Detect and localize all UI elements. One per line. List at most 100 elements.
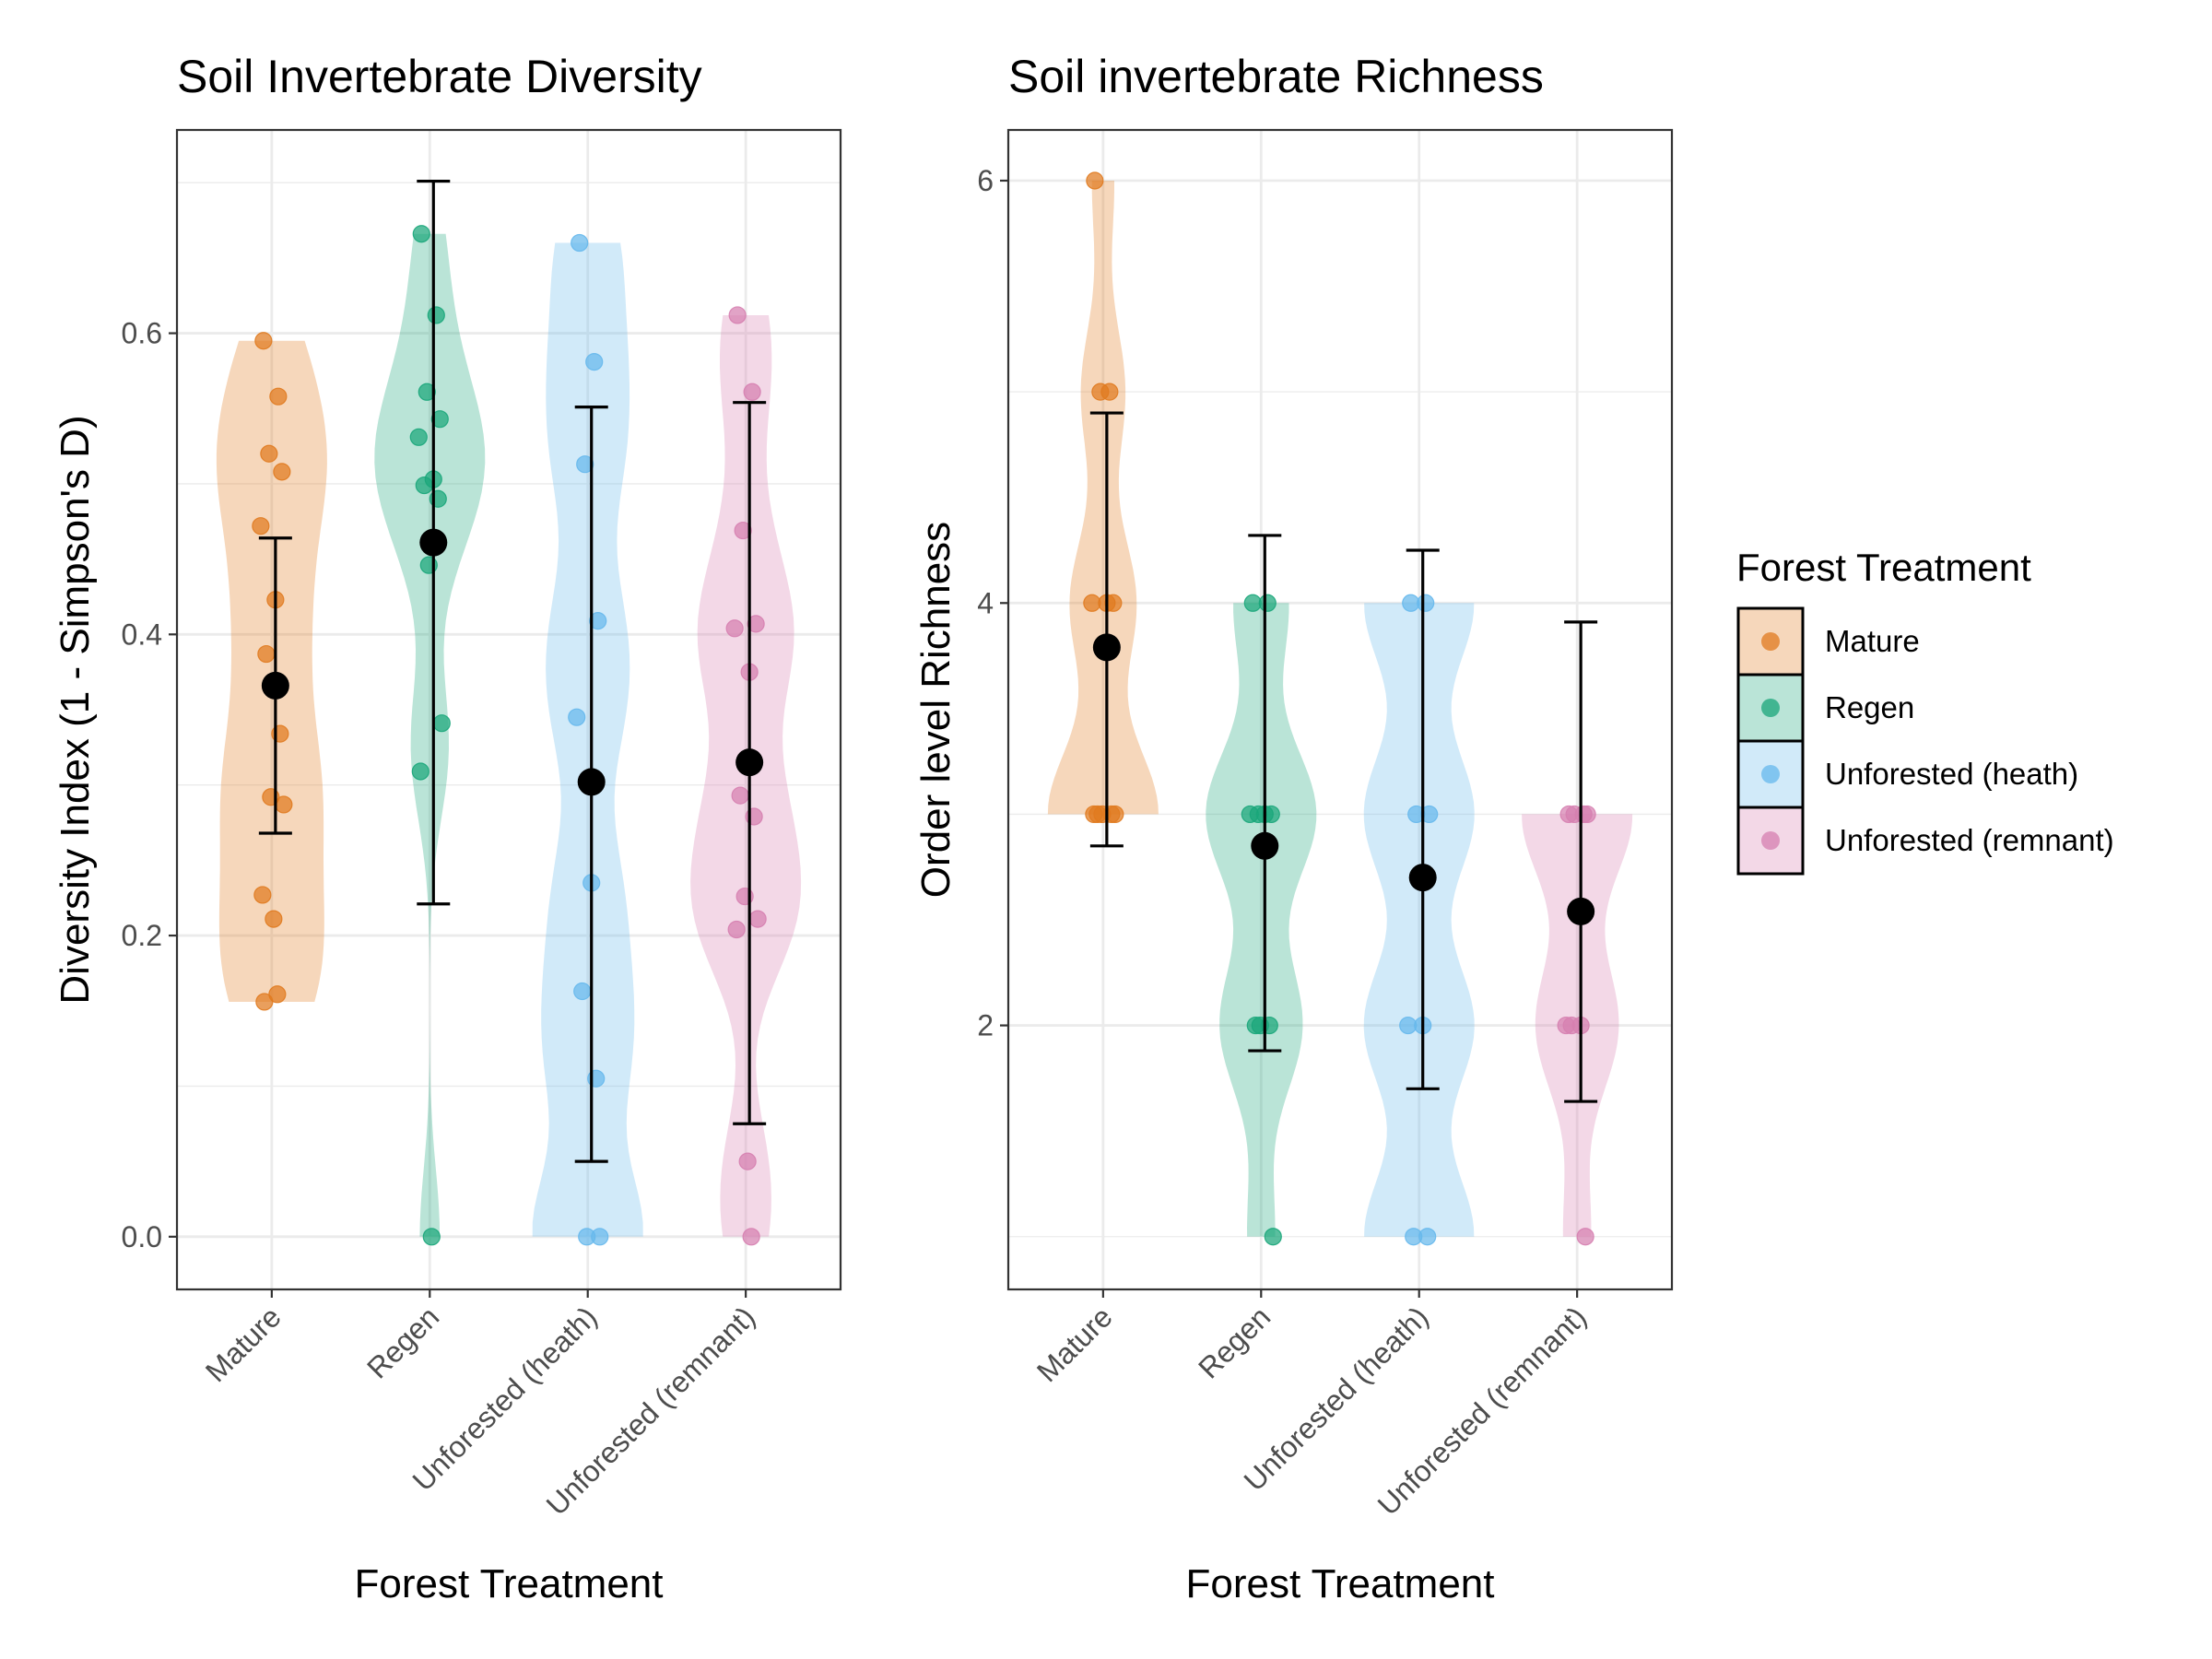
diversity-point-regen	[422, 1228, 441, 1246]
diversity-point-unforested-remnant	[727, 920, 746, 939]
richness-y-axis-title: Order level Richness	[913, 522, 959, 898]
diversity-point-mature	[273, 463, 291, 481]
richness-point-mature	[1086, 171, 1104, 190]
diversity-point-unforested-remnant	[748, 910, 767, 928]
legend-label-regen: Regen	[1825, 690, 1914, 724]
diversity-point-regen	[409, 428, 428, 446]
diversity-point-unforested-remnant	[731, 786, 749, 805]
legend-key-point-regen	[1761, 699, 1780, 717]
diversity-panel-border	[175, 128, 842, 1291]
diversity-violin-mature	[216, 340, 327, 1002]
diversity-point-mature	[254, 332, 273, 350]
diversity-point-unforested-remnant	[738, 1152, 757, 1171]
richness-point-regen	[1241, 805, 1259, 824]
richness-errorbar-mature	[1089, 411, 1124, 848]
richness-y-tick-label: 4	[977, 586, 994, 619]
diversity-point-unforested-heath	[573, 982, 592, 1001]
richness-point-mature	[1085, 805, 1103, 824]
richness-point-unforested-heath	[1420, 805, 1439, 824]
richness-errorbar-unforested-remnant	[1564, 620, 1598, 1103]
diversity-point-unforested-heath	[591, 1228, 609, 1246]
richness-errorbars	[1089, 411, 1598, 1103]
diversity-point-unforested-remnant	[725, 619, 744, 638]
legend: Forest Treatment Mature Regen Unforested (…	[1736, 546, 2114, 876]
diversity-y-tick-label: 0.4	[122, 618, 162, 651]
diversity-means	[261, 528, 764, 796]
richness-violin-unforested-heath	[1363, 603, 1475, 1237]
richness-violin-mature	[1047, 181, 1159, 815]
diversity-point-mature	[260, 444, 278, 463]
diversity-point-unforested-remnant	[747, 615, 765, 633]
diversity-point-unforested-remnant	[742, 1228, 760, 1246]
richness-point-unforested-heath	[1399, 1016, 1418, 1035]
richness-point-unforested-remnant	[1576, 1228, 1594, 1246]
richness-y-tick-label: 2	[977, 1009, 994, 1042]
diversity-y-tick-label: 0.0	[122, 1220, 162, 1253]
diversity-mean-mature	[261, 671, 289, 700]
richness-mean-regen	[1251, 831, 1279, 860]
legend-key-point-unforested-remnant	[1761, 831, 1780, 850]
legend-item-unforested-heath: Unforested (heath)	[1736, 739, 2078, 809]
legend-title: Forest Treatment	[1736, 546, 2031, 589]
diversity-point-unforested-heath	[571, 233, 589, 253]
diversity-point-mature	[269, 387, 288, 406]
diversity-y-tick-label: 0.2	[122, 919, 162, 952]
diversity-point-regen	[418, 382, 436, 401]
diversity-points	[252, 225, 767, 1246]
diversity-violin-unforested-heath	[532, 242, 643, 1237]
diversity-point-mature	[265, 910, 283, 928]
richness-panel-border	[1006, 128, 1674, 1291]
diversity-point-unforested-remnant	[728, 306, 747, 324]
diversity-violins	[216, 233, 802, 1237]
diversity-point-unforested-remnant	[734, 521, 752, 540]
diversity-violin-unforested-remnant	[690, 315, 802, 1237]
legend-item-mature: Mature	[1736, 606, 1920, 677]
richness-errorbar-unforested-heath	[1406, 548, 1440, 1090]
richness-point-mature	[1083, 594, 1101, 612]
richness-point-regen	[1258, 594, 1277, 612]
richness-point-mature	[1106, 805, 1124, 824]
richness-points	[1083, 171, 1596, 1246]
legend-label-unforested-remnant: Unforested (remnant)	[1825, 823, 2114, 857]
richness-title: Soil invertebrate Richness	[1008, 51, 1544, 102]
diversity-point-unforested-heath	[589, 612, 607, 630]
richness-mean-unforested-remnant	[1567, 897, 1595, 925]
legend-key-point-mature	[1761, 632, 1780, 651]
diversity-point-regen	[432, 714, 451, 733]
legend-item-unforested-remnant: Unforested (remnant)	[1736, 806, 2114, 876]
legend-label-mature: Mature	[1825, 624, 1920, 658]
diversity-point-unforested-heath	[576, 455, 594, 474]
diversity-violin-regen	[374, 233, 486, 1237]
diversity-point-regen	[415, 476, 433, 495]
richness-y-ticks: 2 4 6	[977, 164, 1008, 1042]
diversity-y-tick-label: 0.6	[122, 317, 162, 350]
richness-point-regen	[1264, 1228, 1282, 1246]
richness-violin-regen	[1206, 603, 1317, 1237]
legend-items: Mature Regen Unforested (heath) Unforested …	[1736, 606, 2114, 876]
diversity-point-unforested-remnant	[743, 382, 761, 401]
diversity-point-unforested-heath	[568, 708, 586, 726]
diversity-mean-unforested-heath	[577, 768, 606, 796]
richness-point-unforested-remnant	[1562, 1016, 1581, 1035]
diversity-x-axis-title: Forest Treatment	[354, 1561, 663, 1606]
diversity-title: Soil Invertebrate Diversity	[177, 51, 702, 102]
richness-point-unforested-heath	[1417, 594, 1435, 612]
legend-key-point-unforested-heath	[1761, 765, 1780, 783]
richness-mean-unforested-heath	[1408, 864, 1437, 892]
richness-point-regen	[1243, 594, 1262, 612]
diversity-point-mature	[257, 644, 276, 664]
richness-point-unforested-heath	[1418, 1228, 1437, 1246]
richness-point-mature	[1091, 382, 1110, 401]
diversity-point-unforested-heath	[585, 353, 604, 371]
diversity-point-regen	[430, 410, 449, 429]
richness-x-axis-title: Forest Treatment	[1185, 1561, 1494, 1606]
diversity-y-ticks: 0.0 0.2 0.4 0.6	[122, 317, 177, 1253]
richness-mean-mature	[1092, 633, 1121, 662]
richness-point-unforested-remnant	[1578, 805, 1596, 824]
diversity-point-mature	[252, 517, 270, 535]
legend-label-unforested-heath: Unforested (heath)	[1825, 757, 2078, 791]
diversity-point-regen	[427, 306, 445, 324]
diversity-point-mature	[253, 886, 272, 904]
richness-errorbar-regen	[1248, 534, 1282, 1053]
